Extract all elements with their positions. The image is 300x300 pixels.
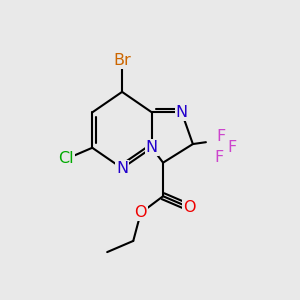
Text: N: N [116, 161, 128, 176]
Text: Cl: Cl [58, 152, 74, 166]
Text: F: F [227, 140, 237, 154]
Text: O: O [134, 206, 147, 220]
Text: O: O [183, 200, 195, 215]
Text: N: N [146, 140, 158, 155]
Text: F: F [214, 150, 224, 165]
Text: N: N [176, 105, 188, 120]
Text: F: F [216, 129, 225, 144]
Text: Br: Br [113, 53, 131, 68]
